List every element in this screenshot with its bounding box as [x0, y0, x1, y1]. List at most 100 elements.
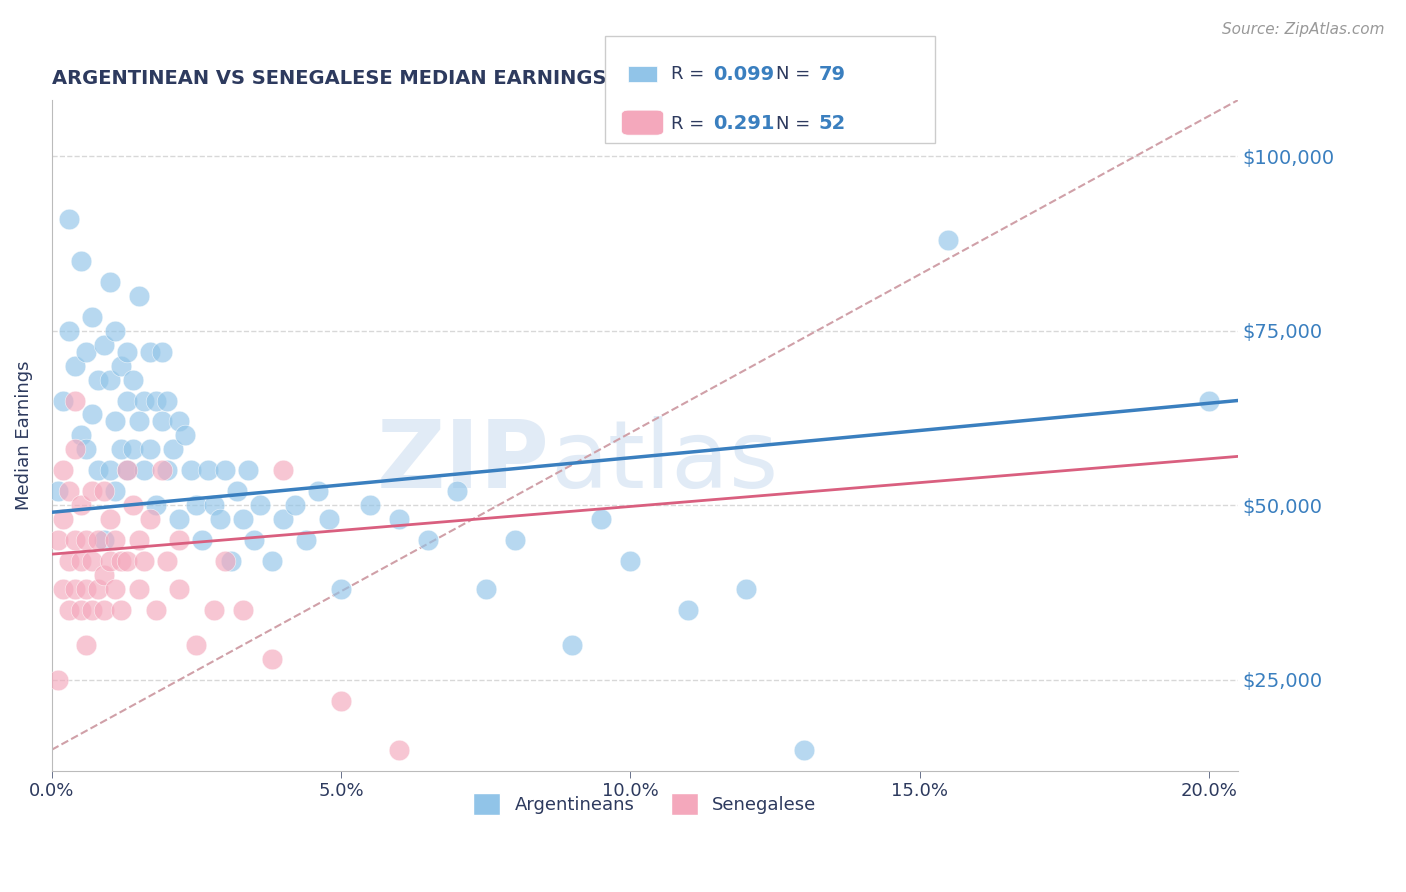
Point [145, 498, 167, 512]
Point [295, 533, 318, 548]
Point [474, 582, 496, 596]
Point [150, 463, 173, 477]
Point [271, 463, 294, 477]
Point [150, 344, 173, 359]
Point [191, 533, 214, 548]
Point [110, 359, 132, 373]
Point [93, 484, 115, 499]
Point [214, 554, 236, 568]
Point [735, 582, 758, 596]
Point [98, 373, 121, 387]
Point [388, 512, 411, 526]
Point [98, 512, 121, 526]
Y-axis label: Median Earnings: Median Earnings [15, 360, 32, 510]
Point [121, 442, 143, 457]
Text: 79: 79 [818, 65, 845, 84]
Point [134, 554, 156, 568]
Point [93, 603, 115, 617]
Point [145, 393, 167, 408]
Point [162, 442, 184, 457]
Point [167, 512, 190, 526]
Point [128, 533, 150, 548]
Point [46, 673, 69, 687]
Point [186, 638, 208, 652]
Point [232, 512, 254, 526]
Point [938, 233, 960, 247]
Point [58, 484, 80, 499]
Point [156, 463, 179, 477]
Point [219, 554, 242, 568]
Text: R =: R = [671, 114, 710, 133]
Point [87, 582, 110, 596]
Point [284, 498, 307, 512]
Point [115, 344, 138, 359]
Text: atlas: atlas [550, 417, 778, 508]
Point [58, 554, 80, 568]
Point [58, 211, 80, 226]
Point [156, 393, 179, 408]
Point [104, 415, 127, 429]
Point [75, 533, 97, 548]
Point [139, 512, 162, 526]
Point [52, 393, 75, 408]
Text: 0.291: 0.291 [713, 114, 775, 133]
Point [249, 498, 271, 512]
Point [619, 554, 641, 568]
Point [75, 442, 97, 457]
Point [128, 415, 150, 429]
Point [52, 582, 75, 596]
Point [186, 498, 208, 512]
Point [167, 582, 190, 596]
Point [69, 554, 91, 568]
Point [52, 512, 75, 526]
Point [82, 408, 104, 422]
Text: 0.099: 0.099 [713, 65, 773, 84]
Point [446, 484, 468, 499]
Point [69, 498, 91, 512]
Point [232, 603, 254, 617]
Point [388, 743, 411, 757]
Point [63, 582, 86, 596]
Point [46, 533, 69, 548]
Point [243, 533, 266, 548]
Text: N =: N = [776, 114, 815, 133]
Point [82, 484, 104, 499]
Point [121, 373, 143, 387]
Text: ARGENTINEAN VS SENEGALESE MEDIAN EARNINGS CORRELATION CHART: ARGENTINEAN VS SENEGALESE MEDIAN EARNING… [52, 69, 846, 87]
Text: N =: N = [776, 65, 815, 84]
Point [139, 344, 162, 359]
Text: R =: R = [671, 65, 710, 84]
Point [82, 603, 104, 617]
Point [134, 463, 156, 477]
Point [82, 554, 104, 568]
Point [69, 603, 91, 617]
Point [793, 743, 815, 757]
Point [104, 324, 127, 338]
Point [180, 463, 202, 477]
Point [318, 512, 340, 526]
Point [63, 393, 86, 408]
Point [63, 533, 86, 548]
Legend: Argentineans, Senegalese: Argentineans, Senegalese [465, 786, 824, 822]
Point [87, 533, 110, 548]
Point [115, 463, 138, 477]
Point [93, 568, 115, 582]
Point [69, 253, 91, 268]
Point [104, 533, 127, 548]
Point [75, 344, 97, 359]
Point [145, 603, 167, 617]
Point [87, 463, 110, 477]
Point [121, 498, 143, 512]
Point [58, 324, 80, 338]
Text: Source: ZipAtlas.com: Source: ZipAtlas.com [1222, 22, 1385, 37]
Point [150, 415, 173, 429]
Point [1053, 778, 1076, 792]
Text: ZIP: ZIP [377, 417, 550, 508]
Point [115, 393, 138, 408]
Point [82, 310, 104, 324]
Point [238, 463, 260, 477]
Point [69, 428, 91, 442]
Point [167, 533, 190, 548]
Point [58, 603, 80, 617]
Point [197, 463, 219, 477]
